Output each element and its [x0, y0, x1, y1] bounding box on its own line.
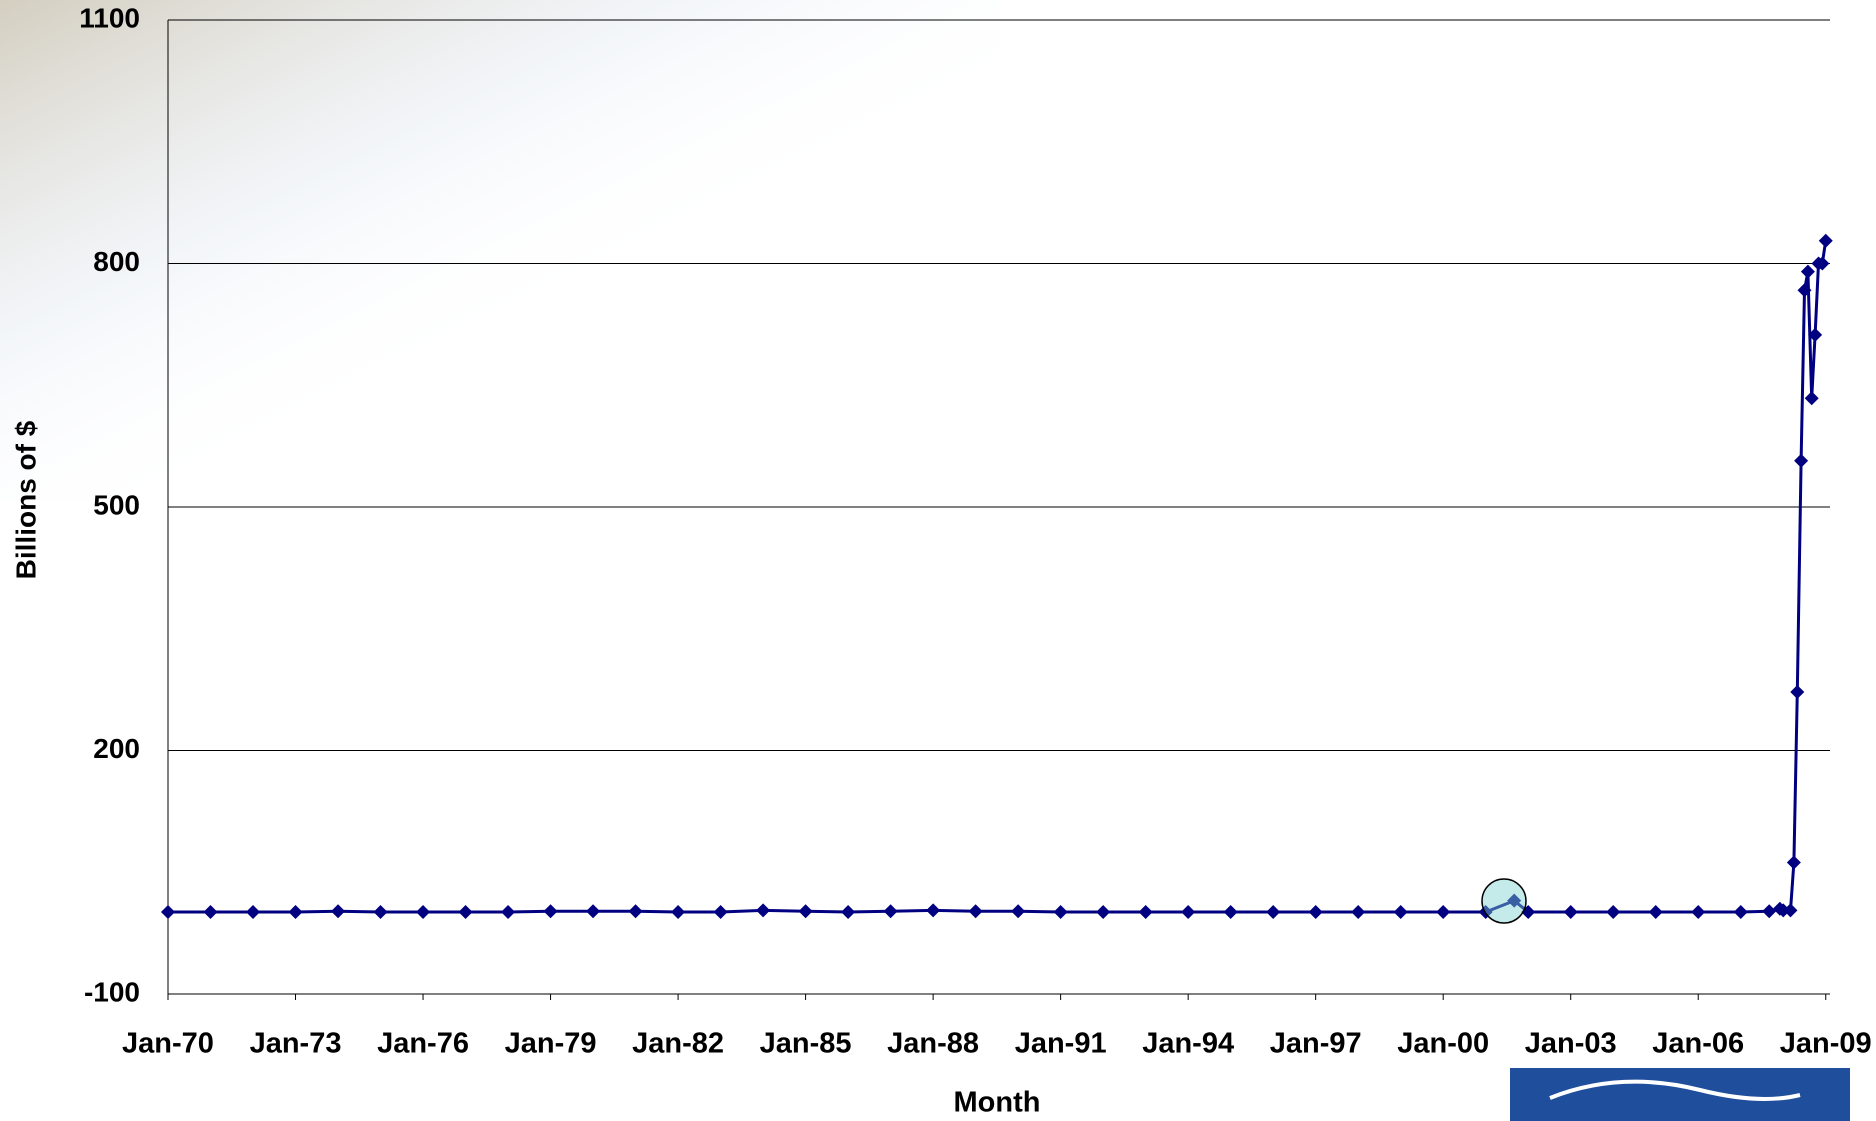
data-point [883, 904, 898, 919]
data-point [1776, 903, 1791, 918]
x-tick-label: Jan-79 [505, 1028, 597, 1060]
highlight-circle [1481, 878, 1527, 924]
data-point [1563, 905, 1578, 920]
data-point [1818, 233, 1833, 248]
background-image [0, 0, 1000, 500]
data-point [1507, 893, 1522, 908]
x-tick-label: Jan-00 [1397, 1028, 1489, 1060]
data-point [331, 904, 346, 919]
y-tick-label: 500 [93, 489, 140, 520]
data-point [1308, 905, 1323, 920]
y-tick-label: 1100 [79, 2, 140, 33]
data-point [1648, 905, 1663, 920]
data-point [841, 905, 856, 920]
data-point [713, 905, 728, 920]
data-point [246, 905, 261, 920]
data-point [1138, 905, 1153, 920]
x-axis-label: Month [954, 1087, 1041, 1119]
x-tick-label: Jan-85 [760, 1028, 852, 1060]
data-point [926, 903, 941, 918]
data-point [543, 904, 558, 919]
data-point [968, 904, 983, 919]
data-point [1783, 903, 1798, 918]
logo-wave [1549, 1079, 1801, 1101]
data-point [671, 905, 686, 920]
y-axis-label: Billions of $ [10, 420, 41, 579]
y-tick-label: 800 [93, 246, 140, 277]
data-point [1053, 905, 1068, 920]
data-point [1794, 453, 1809, 468]
data-point [1804, 391, 1819, 406]
data-point [416, 905, 431, 920]
data-point [161, 905, 175, 920]
data-point [1786, 855, 1801, 870]
data-point [1691, 905, 1706, 920]
x-tick-label: Jan-97 [1270, 1028, 1362, 1060]
data-point [1808, 327, 1823, 342]
data-point [1762, 904, 1777, 919]
x-tick-label: Jan-70 [122, 1028, 214, 1060]
data-point [628, 904, 643, 919]
data-point [1223, 905, 1238, 920]
data-point [1790, 685, 1805, 700]
x-tick-label: Jan-09 [1780, 1028, 1872, 1060]
data-point [501, 905, 516, 920]
data-point [1815, 256, 1830, 271]
data-point [756, 903, 771, 918]
data-point [1096, 905, 1111, 920]
data-point [1266, 905, 1281, 920]
x-tick-label: Jan-94 [1142, 1028, 1234, 1060]
data-point [458, 905, 473, 920]
data-point [1181, 905, 1196, 920]
x-tick-label: Jan-73 [250, 1028, 342, 1060]
data-point [1011, 904, 1026, 919]
x-tick-label: Jan-88 [887, 1028, 979, 1060]
x-tick-label: Jan-03 [1525, 1028, 1617, 1060]
data-point [1393, 905, 1408, 920]
data-point [798, 904, 813, 919]
data-point [1733, 905, 1748, 920]
data-point [373, 905, 388, 920]
x-tick-label: Jan-91 [1015, 1028, 1107, 1060]
data-point [288, 905, 303, 920]
x-tick-label: Jan-76 [377, 1028, 469, 1060]
data-point [1800, 264, 1815, 279]
data-point [1606, 905, 1621, 920]
data-point [586, 904, 601, 919]
y-tick-label: -100 [84, 976, 140, 1007]
data-point [1436, 905, 1451, 920]
y-tick-label: 200 [93, 733, 140, 764]
x-tick-label: Jan-82 [632, 1028, 724, 1060]
x-tick-label: Jan-06 [1652, 1028, 1744, 1060]
data-point [1351, 905, 1366, 920]
data-point [1797, 283, 1812, 298]
data-point [203, 905, 218, 920]
